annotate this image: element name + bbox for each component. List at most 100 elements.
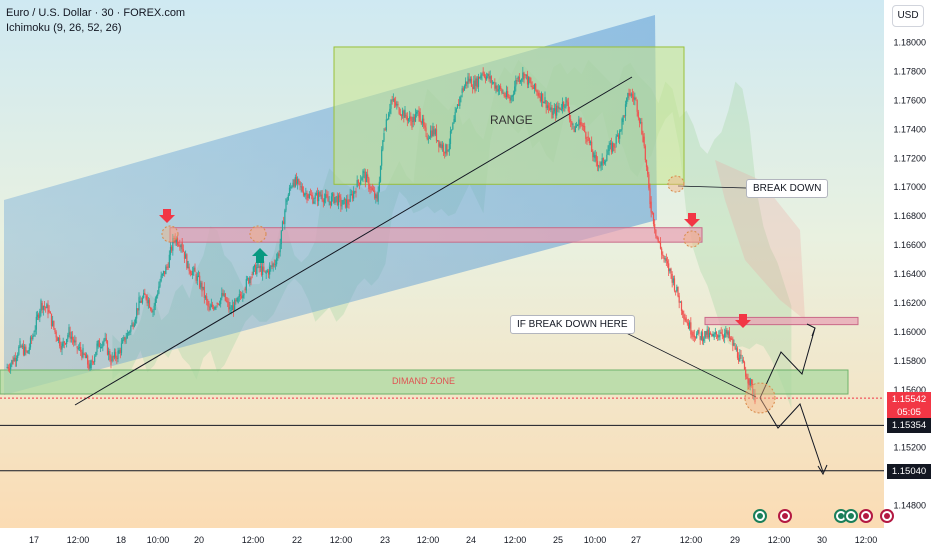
candle-body: [449, 130, 452, 144]
candle-body: [722, 336, 725, 338]
candle-body: [17, 354, 19, 358]
candle-body: [262, 266, 264, 276]
candle-body: [284, 210, 286, 225]
candle-body: [343, 198, 345, 201]
candle-body: [180, 245, 182, 248]
candle-body: [288, 187, 291, 195]
time-tick-label: 10:00: [147, 535, 170, 545]
candle-body: [432, 126, 434, 137]
candle-body: [6, 366, 8, 369]
candle-body: [26, 351, 28, 353]
candle-body: [533, 83, 536, 89]
candle-body: [423, 118, 425, 126]
candle-body: [633, 96, 635, 100]
candle-body: [302, 191, 305, 196]
candle-body: [353, 191, 355, 199]
candle-body: [334, 197, 336, 204]
candle-body: [132, 324, 134, 327]
time-tick-label: 12:00: [680, 535, 703, 545]
candle-body: [70, 336, 72, 339]
candle-body: [753, 394, 755, 396]
indicator-label[interactable]: Ichimoku (9, 26, 52, 26): [6, 22, 122, 34]
candle-body: [403, 110, 405, 118]
candle-body: [598, 165, 600, 167]
candle-body: [655, 229, 657, 236]
candle-body: [741, 359, 743, 361]
resistance-zone: [169, 227, 703, 243]
candle-body: [328, 201, 330, 203]
candle-body: [244, 288, 246, 291]
candle-body: [666, 261, 669, 264]
candle-body: [59, 337, 61, 347]
candle-body: [623, 115, 625, 117]
time-tick-label: 12:00: [855, 535, 878, 545]
candle-body: [582, 125, 585, 127]
candle-body: [134, 318, 137, 324]
candle-body: [490, 76, 492, 83]
candle-body: [10, 364, 12, 370]
candle-body: [176, 238, 179, 245]
time-tick-label: 12:00: [330, 535, 353, 545]
candle-body: [507, 91, 509, 97]
candle-body: [60, 346, 62, 350]
candle-body: [652, 212, 655, 225]
candle-body: [124, 337, 126, 343]
candle-body: [596, 161, 599, 167]
candle-body: [537, 92, 539, 96]
candle-body: [630, 93, 632, 96]
candle-body: [706, 329, 708, 335]
if-break-pointer: [607, 323, 757, 398]
candle-body: [731, 338, 733, 340]
candle-body: [416, 111, 418, 114]
candle-body: [223, 293, 225, 296]
candle-body: [319, 192, 321, 196]
candle-body: [544, 97, 546, 103]
candle-body: [253, 264, 256, 268]
candle-body: [691, 334, 693, 338]
candle-body: [357, 180, 359, 183]
candle-body: [255, 264, 257, 275]
candle-body: [720, 331, 722, 334]
candle-body: [570, 119, 572, 122]
candle-body: [19, 340, 21, 347]
candle-body: [230, 310, 232, 312]
candle-body: [420, 121, 422, 124]
candle-body: [511, 95, 513, 97]
candle-body: [208, 305, 210, 308]
candle-body: [514, 86, 516, 94]
candle-body: [147, 300, 149, 304]
candle-body: [656, 235, 658, 239]
candle-body: [28, 347, 30, 351]
candle-body: [8, 368, 11, 370]
candle-body: [246, 278, 249, 280]
time-tick-label: 10:00: [584, 535, 607, 545]
candle-body: [270, 265, 272, 267]
currency-button[interactable]: USD: [892, 5, 924, 27]
candle-body: [417, 110, 419, 112]
candle-body: [162, 271, 165, 274]
candle-body: [330, 196, 333, 206]
candle-body: [493, 82, 495, 84]
candle-body: [325, 194, 327, 199]
candle-body: [530, 82, 532, 84]
candle-body: [127, 332, 130, 334]
candle-body: [52, 320, 54, 326]
candle-body: [336, 196, 338, 205]
candle-body: [663, 255, 665, 260]
price-tick-label: 1.16600: [893, 240, 926, 250]
candle-body: [560, 108, 562, 110]
candle-body: [103, 339, 105, 343]
candle-body: [143, 292, 145, 298]
candle-body: [743, 362, 746, 370]
candle-body: [393, 98, 396, 103]
candle-body: [120, 343, 123, 353]
candle-body: [321, 194, 323, 200]
candle-body: [195, 274, 197, 281]
candle-body: [189, 271, 191, 274]
candle-body: [67, 334, 69, 339]
candle-body: [363, 171, 365, 173]
candle-body: [31, 337, 33, 340]
candle-body: [277, 253, 279, 259]
